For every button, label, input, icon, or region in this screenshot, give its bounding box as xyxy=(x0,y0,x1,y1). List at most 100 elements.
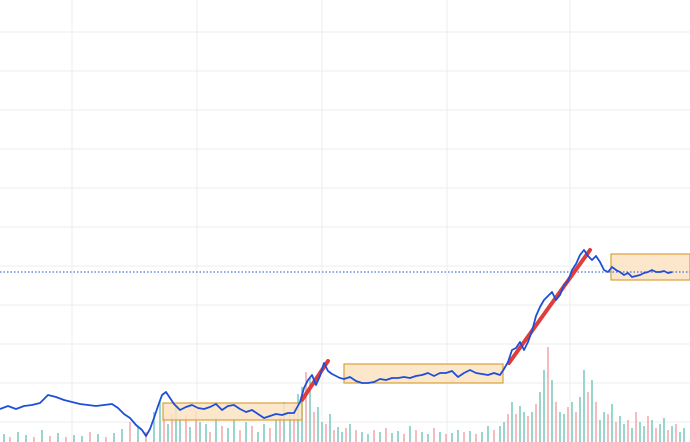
price-point xyxy=(571,269,573,271)
price-point xyxy=(475,372,477,374)
price-point xyxy=(515,347,517,349)
volume-bar xyxy=(433,428,435,442)
price-point xyxy=(493,372,495,374)
price-point xyxy=(245,411,247,413)
volume-bar xyxy=(463,432,465,442)
price-point xyxy=(457,376,459,378)
volume-bar xyxy=(615,422,617,442)
price-point xyxy=(651,269,653,271)
volume-bar xyxy=(367,434,369,442)
consolidation-box xyxy=(343,363,504,384)
price-point xyxy=(409,377,411,379)
volume-bar xyxy=(611,404,613,442)
volume-bar xyxy=(579,397,581,442)
volume-bar xyxy=(451,433,453,442)
price-point xyxy=(427,372,429,374)
volume-bar xyxy=(599,420,601,442)
price-point xyxy=(123,413,125,415)
volume-bar xyxy=(227,428,229,442)
price-point xyxy=(95,405,97,407)
volume-bar xyxy=(65,437,67,442)
price-point xyxy=(335,375,337,377)
price-point xyxy=(79,403,81,405)
price-point xyxy=(129,417,131,419)
price-point xyxy=(23,405,25,407)
volume-bar xyxy=(385,428,387,442)
price-point xyxy=(415,375,417,377)
volume-bar xyxy=(251,426,253,442)
price-point xyxy=(511,349,513,351)
volume-bar xyxy=(595,402,597,442)
volume-bar xyxy=(647,416,649,442)
volume-bar xyxy=(209,432,211,442)
volume-bar xyxy=(583,370,585,442)
volume-bar xyxy=(651,420,653,442)
volume-bar xyxy=(421,432,423,442)
volume-bar xyxy=(515,414,517,442)
price-point xyxy=(607,271,609,273)
volume-bar xyxy=(321,422,323,442)
price-point xyxy=(611,266,613,268)
price-point xyxy=(263,417,265,419)
volume-bar xyxy=(129,422,131,442)
volume-bar xyxy=(391,433,393,442)
price-point xyxy=(323,362,325,364)
price-point xyxy=(659,271,661,273)
price-point xyxy=(275,413,277,415)
price-point xyxy=(117,407,119,409)
price-point xyxy=(639,274,641,276)
price-point xyxy=(647,271,649,273)
volume-bar xyxy=(81,436,83,442)
price-point xyxy=(503,368,505,370)
price-point xyxy=(349,376,351,378)
price-point xyxy=(191,404,193,406)
volume-bar xyxy=(591,380,593,442)
volume-bar xyxy=(163,417,165,442)
volume-bar xyxy=(563,414,565,442)
volume-bar xyxy=(659,424,661,442)
volume-bar xyxy=(487,426,489,442)
price-point xyxy=(499,374,501,376)
volume-bar xyxy=(373,430,375,442)
price-point xyxy=(567,280,569,282)
volume-bar xyxy=(341,432,343,442)
volume-bar xyxy=(41,430,43,442)
price-point xyxy=(161,394,163,396)
price-point xyxy=(591,259,593,261)
volume-bar xyxy=(325,424,327,442)
volume-bar xyxy=(403,434,405,442)
volume-bar xyxy=(239,430,241,442)
volume-bar xyxy=(671,426,673,442)
price-point xyxy=(215,403,217,405)
price-point xyxy=(599,261,601,263)
price-point xyxy=(385,379,387,381)
price-point xyxy=(559,294,561,296)
volume-bar xyxy=(587,392,589,442)
volume-bar xyxy=(189,427,191,442)
volume-bar xyxy=(279,417,281,442)
volume-bar xyxy=(215,418,217,442)
price-point xyxy=(583,249,585,251)
volume-bar xyxy=(349,424,351,442)
price-point xyxy=(281,414,283,416)
price-point xyxy=(331,373,333,375)
volume-bar xyxy=(361,432,363,442)
price-point xyxy=(157,405,159,407)
volume-bar xyxy=(179,420,181,442)
price-series xyxy=(0,249,673,437)
price-point xyxy=(631,276,633,278)
price-point xyxy=(197,407,199,409)
volume-bar xyxy=(171,414,173,442)
volume-bar xyxy=(309,378,311,442)
price-point xyxy=(293,412,295,414)
volume-bar xyxy=(233,420,235,442)
volume-bar xyxy=(481,432,483,442)
price-point xyxy=(579,254,581,256)
price-point xyxy=(361,382,363,384)
volume-bar xyxy=(683,428,685,442)
volume-bar xyxy=(527,416,529,442)
price-point xyxy=(603,269,605,271)
volume-bar xyxy=(523,412,525,442)
volume-bar xyxy=(167,424,169,442)
